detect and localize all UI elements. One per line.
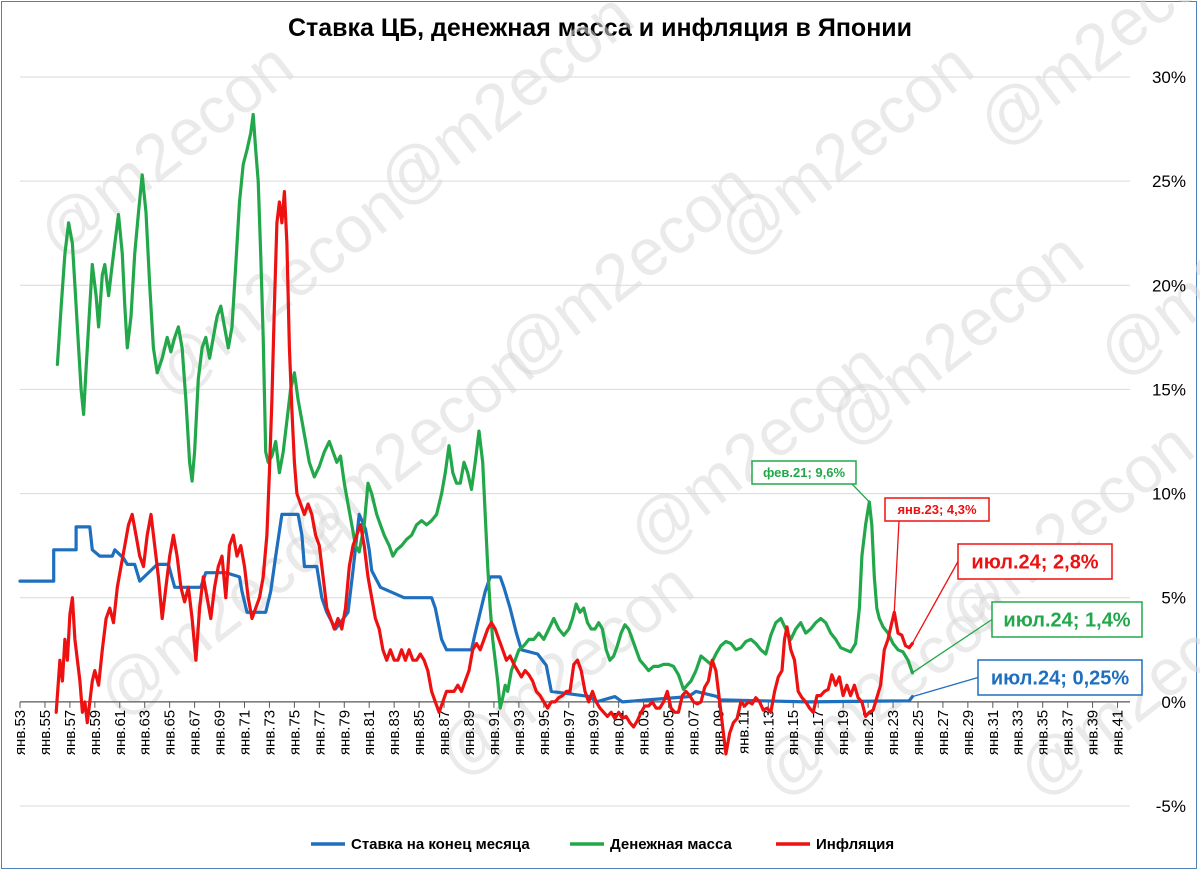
x-tick-label-24: янв.01	[611, 710, 628, 755]
x-tick-label-38: янв.29	[960, 710, 977, 755]
x-tick-label-27: янв.07	[685, 710, 702, 755]
x-tick-label-13: янв.79	[336, 710, 353, 755]
watermark-8: @m2econ	[703, 27, 986, 271]
annotation-box-4	[977, 659, 1143, 696]
x-tick-label-29: янв.11	[735, 710, 752, 754]
y-tick-label-1: 0%	[1161, 693, 1186, 712]
y-tick-label-2: 5%	[1161, 589, 1186, 608]
x-tick-label-40: янв.33	[1010, 710, 1027, 755]
x-tick-label-3: янв.59	[87, 710, 104, 755]
y-tick-label-3: 10%	[1152, 485, 1186, 504]
annotation-box-2	[957, 543, 1113, 580]
x-tick-label-15: янв.83	[386, 710, 403, 755]
x-tick-label-2: янв.57	[62, 710, 79, 755]
annotation-leader-3	[912, 618, 993, 674]
annotation-leader-0	[851, 483, 870, 503]
x-tick-label-5: янв.63	[137, 710, 154, 755]
x-tick-label-41: янв.35	[1035, 710, 1052, 755]
x-tick-label-31: янв.15	[785, 710, 802, 755]
legend-label-0: Ставка на конец месяца	[351, 836, 530, 853]
x-tick-label-22: янв.97	[561, 710, 578, 755]
x-tick-label-19: янв.91	[486, 710, 503, 755]
x-tick-label-25: янв.03	[636, 710, 653, 755]
annotation-text-3: июл.24; 1,4%	[1003, 610, 1130, 632]
annotation-text-2: июл.24; 2,8%	[971, 552, 1098, 574]
chart-title: Ставка ЦБ, денежная масса и инфляция в Я…	[287, 14, 913, 42]
annotation-leader-4	[912, 676, 979, 698]
x-tick-label-33: янв.19	[835, 710, 852, 755]
annotation-text-0: фев.21; 9,6%	[763, 465, 846, 480]
x-tick-label-12: янв.77	[311, 710, 328, 755]
x-tick-label-20: янв.93	[511, 710, 528, 755]
x-tick-label-0: янв.53	[12, 710, 29, 755]
series-line-2	[54, 190, 914, 756]
annotation-box-1	[884, 497, 990, 522]
x-tick-label-16: янв.85	[411, 710, 428, 755]
x-tick-label-10: янв.73	[261, 710, 278, 755]
x-tick-label-14: янв.81	[361, 710, 378, 755]
x-tick-label-43: янв.39	[1085, 710, 1102, 755]
x-tick-label-23: янв.99	[586, 710, 603, 755]
x-tick-label-34: янв.21	[860, 710, 877, 755]
annotation-box-0	[751, 460, 857, 485]
watermark-5: @m2econ	[483, 147, 766, 391]
legend-label-1: Денежная масса	[610, 836, 732, 853]
annotation-leader-2	[911, 561, 959, 644]
legend-label-2: Инфляция	[816, 836, 894, 853]
x-tick-label-32: янв.17	[810, 710, 827, 755]
watermark-3: @m2econ	[83, 487, 366, 731]
x-tick-label-21: янв.95	[536, 710, 553, 755]
annotation-leader-1	[893, 520, 900, 613]
y-tick-label-5: 20%	[1152, 276, 1186, 295]
watermark-0: @m2econ	[23, 27, 306, 271]
annotation-box-3	[991, 601, 1143, 638]
x-tick-label-6: янв.65	[162, 710, 179, 755]
x-tick-label-1: янв.55	[37, 710, 54, 755]
annotation-text-4: июл.24; 0,25%	[991, 668, 1130, 690]
y-tick-label-4: 15%	[1152, 380, 1186, 399]
x-tick-label-44: янв.41	[1110, 710, 1127, 755]
x-tick-label-37: янв.27	[935, 710, 952, 755]
x-tick-label-4: янв.61	[112, 710, 129, 755]
series-line-1	[55, 112, 914, 710]
x-tick-label-26: янв.05	[661, 710, 678, 755]
x-tick-label-11: янв.75	[286, 710, 303, 755]
y-tick-label-6: 25%	[1152, 172, 1186, 191]
watermark-4: @m2econ	[363, 0, 646, 221]
x-tick-label-18: янв.89	[461, 710, 478, 755]
x-tick-label-9: янв.71	[236, 710, 253, 755]
x-tick-label-36: янв.25	[910, 710, 927, 755]
y-tick-label-7: 30%	[1152, 68, 1186, 87]
x-tick-label-17: янв.87	[436, 710, 453, 755]
x-tick-label-30: янв.13	[760, 710, 777, 755]
annotation-text-1: янв.23; 4,3%	[897, 502, 977, 517]
x-tick-label-42: янв.37	[1060, 710, 1077, 755]
y-tick-label-0: -5%	[1156, 797, 1186, 816]
x-tick-label-35: янв.23	[885, 710, 902, 755]
x-tick-label-7: янв.67	[187, 710, 204, 755]
x-tick-label-39: янв.31	[985, 710, 1002, 755]
x-tick-label-8: янв.69	[212, 710, 229, 755]
